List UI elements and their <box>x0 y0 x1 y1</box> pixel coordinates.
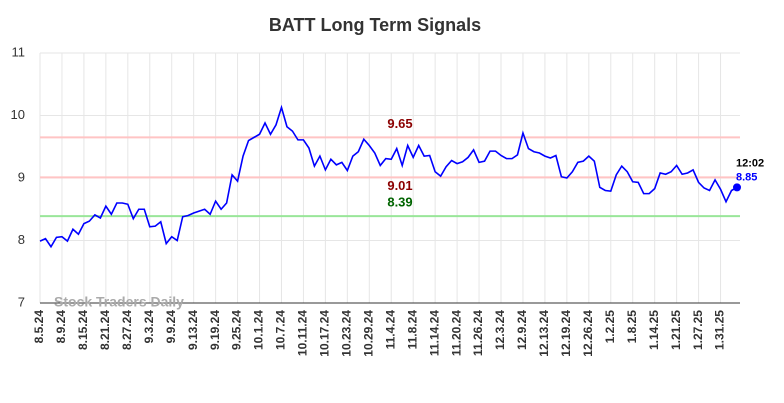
x-tick-label: 12.3.24 <box>493 310 507 350</box>
chart-title: BATT Long Term Signals <box>269 15 481 35</box>
signal-label: 9.01 <box>387 178 412 193</box>
x-tick-label: 10.1.24 <box>252 310 266 350</box>
x-tick-label: 1.21.25 <box>669 310 683 350</box>
x-tick-label: 11.14.24 <box>427 310 441 356</box>
y-tick-label: 10 <box>11 107 25 122</box>
y-tick-label: 7 <box>18 294 25 309</box>
x-tick-label: 1.14.25 <box>647 310 661 350</box>
x-tick-label: 9.13.24 <box>186 310 200 350</box>
x-tick-label: 8.9.24 <box>54 310 68 344</box>
x-tick-label: 10.7.24 <box>274 310 288 350</box>
x-tick-label: 11.26.24 <box>471 310 485 356</box>
x-tick-label: 10.17.24 <box>318 310 332 357</box>
x-tick-label: 8.5.24 <box>32 310 46 344</box>
y-tick-label: 9 <box>18 169 25 184</box>
x-tick-label: 11.8.24 <box>405 310 419 350</box>
x-tick-label: 8.15.24 <box>76 310 90 350</box>
x-tick-label: 11.4.24 <box>383 310 397 350</box>
last-value: 8.85 <box>736 171 757 183</box>
x-tick-label: 8.21.24 <box>98 310 112 350</box>
x-tick-label: 1.8.25 <box>625 310 639 344</box>
x-tick-label: 9.19.24 <box>208 310 222 350</box>
x-tick-label: 9.3.24 <box>142 310 156 344</box>
last-point <box>733 183 741 192</box>
x-tick-label: 1.27.25 <box>691 310 705 350</box>
x-tick-label: 1.31.25 <box>713 310 727 350</box>
x-tick-label: 12.19.24 <box>559 310 573 357</box>
x-tick-label: 9.9.24 <box>164 310 178 344</box>
y-tick-label: 11 <box>12 44 26 59</box>
signal-label: 8.39 <box>387 195 412 210</box>
signal-label: 9.65 <box>387 116 412 131</box>
x-tick-label: 12.26.24 <box>581 310 595 357</box>
x-tick-label: 12.13.24 <box>537 310 551 357</box>
watermark: Stock Traders Daily <box>54 294 184 310</box>
x-tick-label: 11.20.24 <box>449 310 463 356</box>
x-tick-label: 12.9.24 <box>515 310 529 350</box>
x-tick-label: 1.2.25 <box>603 310 617 344</box>
x-tick-label: 10.23.24 <box>340 310 354 357</box>
x-tick-label: 8.27.24 <box>120 310 134 350</box>
y-tick-label: 8 <box>18 232 25 247</box>
x-tick-label: 10.11.24 <box>296 310 310 356</box>
price-line <box>39 104 738 249</box>
x-tick-label: 9.25.24 <box>230 310 244 350</box>
x-tick-label: 10.29.24 <box>361 310 375 357</box>
last-time: 12:02 <box>736 157 764 169</box>
